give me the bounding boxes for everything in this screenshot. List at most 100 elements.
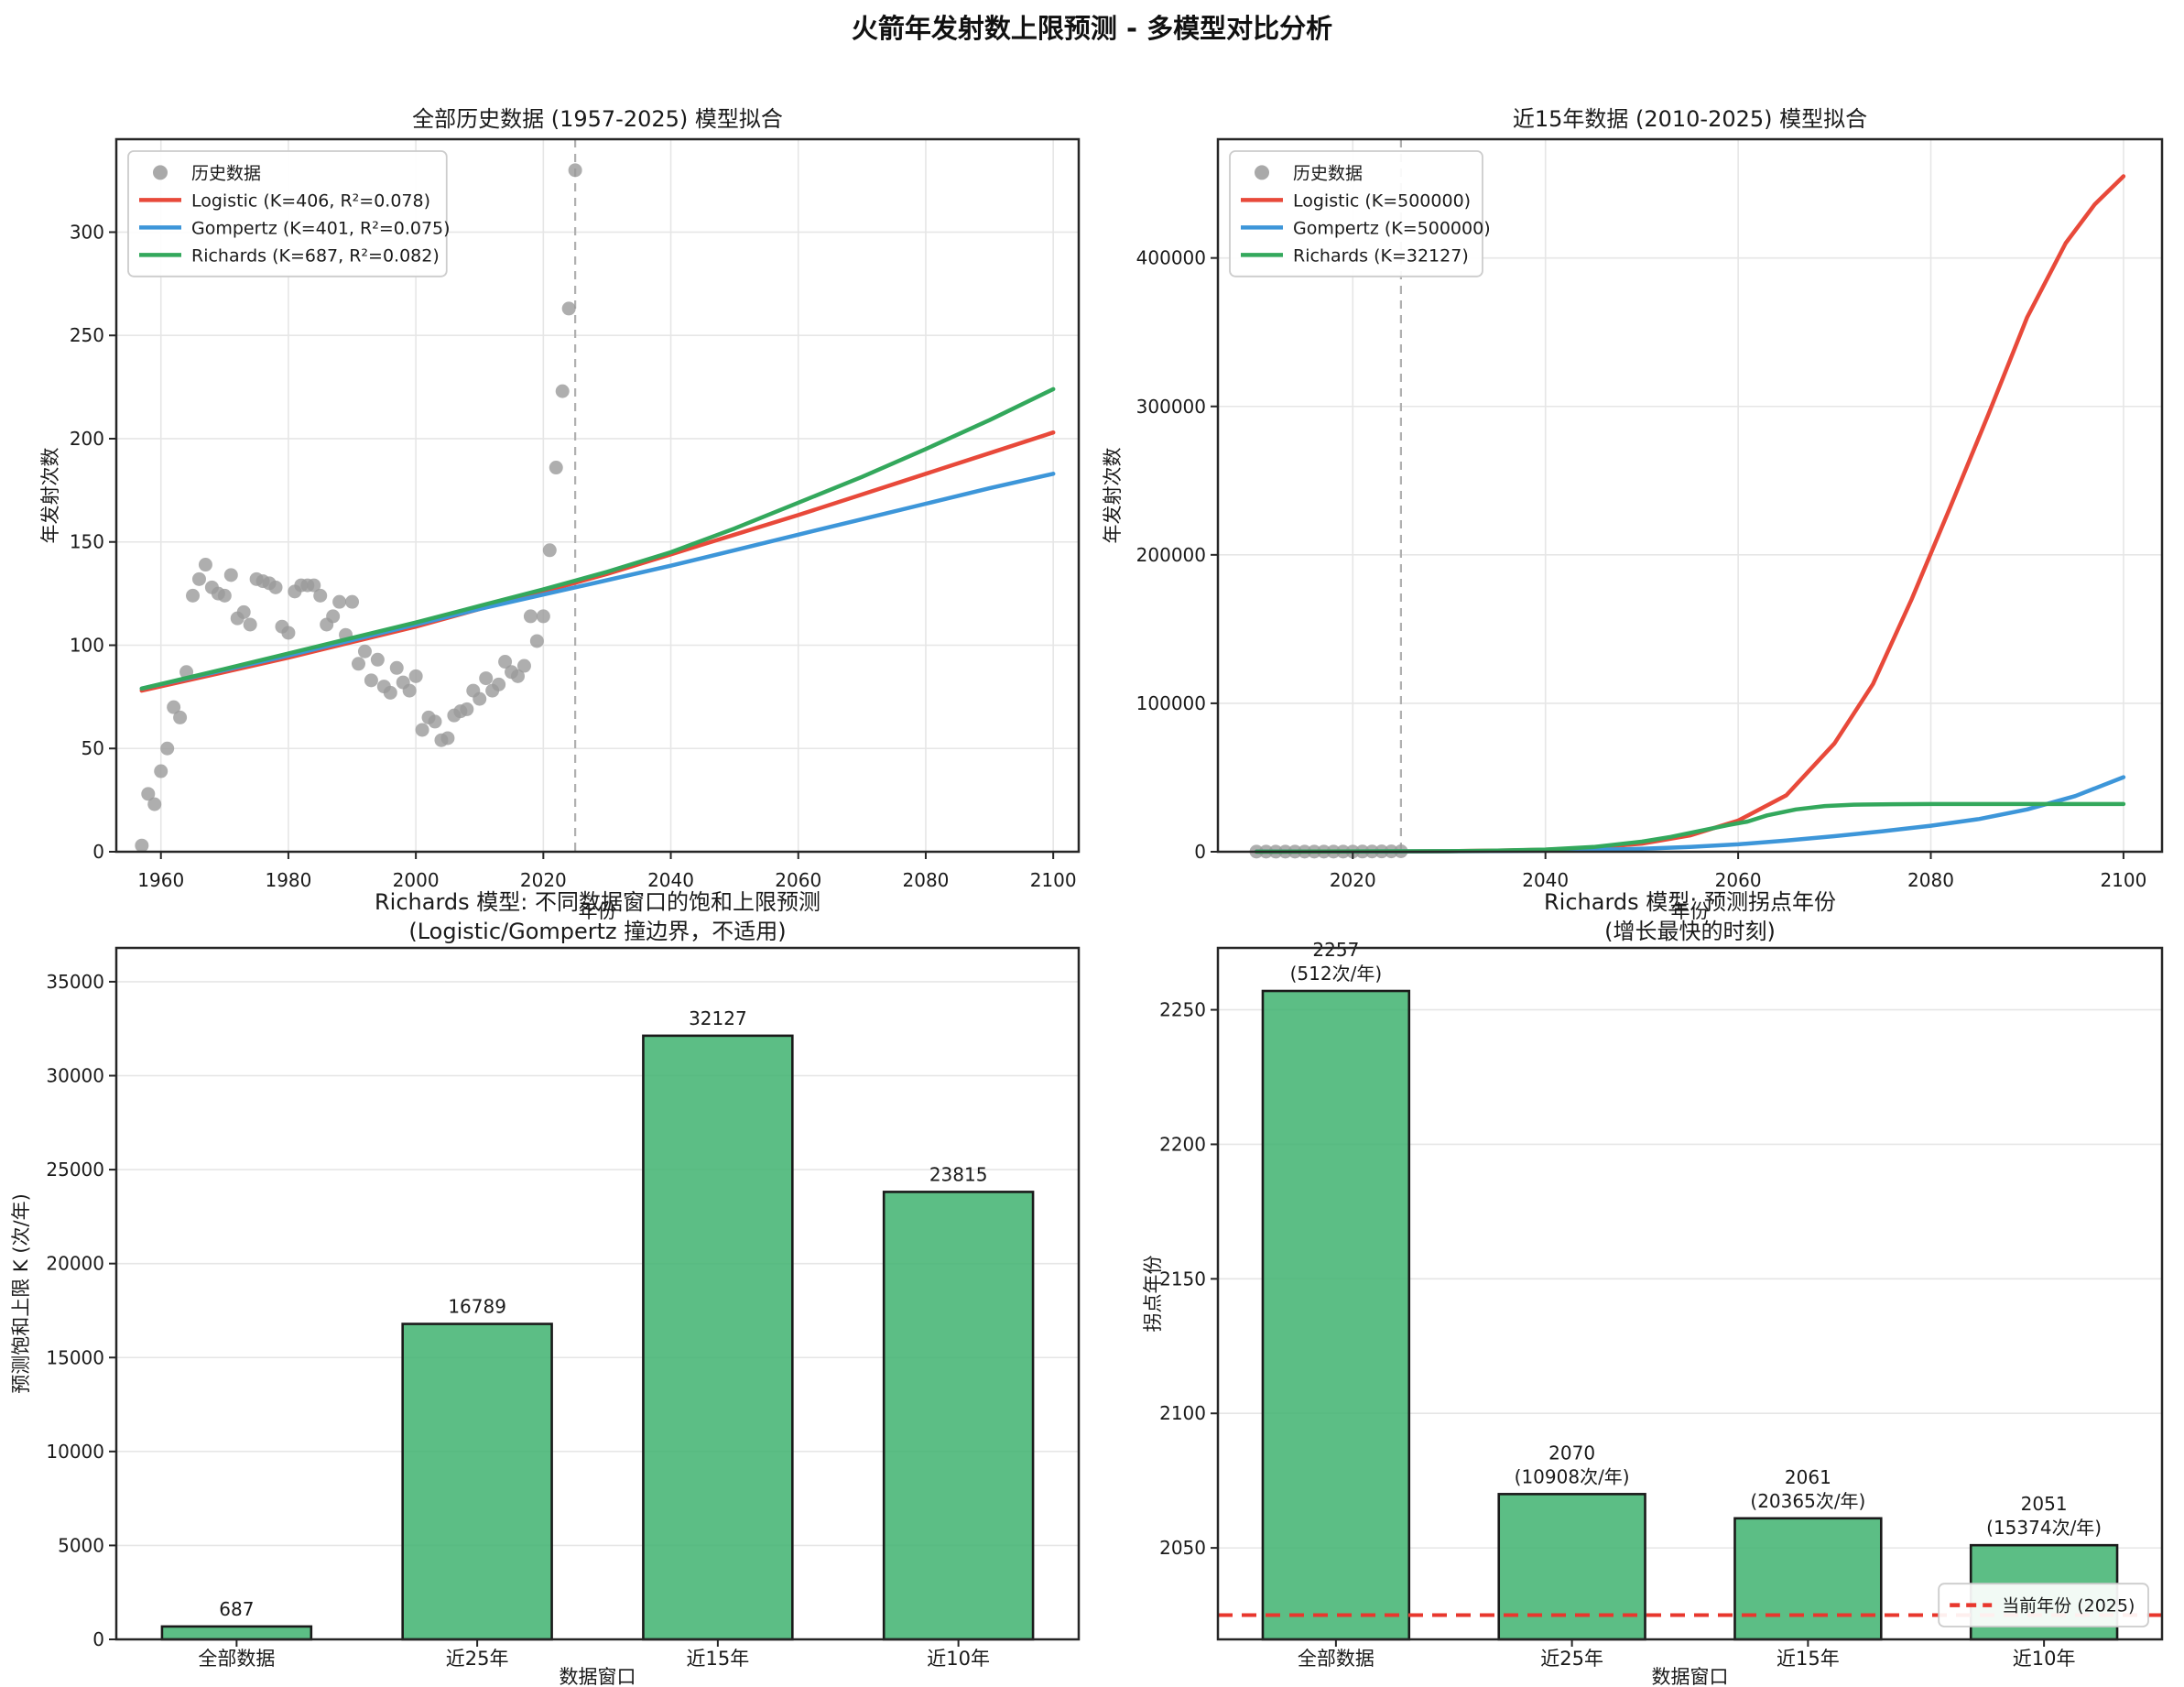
panel-fit-recent-15: 2020 2040 2060 2080 2100 0 100000 200000 300000 4…	[1102, 106, 2164, 922]
legend-label: Richards (K=32127)	[1293, 245, 1469, 266]
history-point	[498, 655, 513, 669]
series-line-logistic	[1254, 174, 2126, 854]
history-point	[147, 797, 162, 811]
y-axis-label: 年发射次数	[39, 448, 61, 544]
y-tick-label: 2150	[1159, 1268, 1206, 1290]
history-point	[370, 652, 385, 667]
bar-value-label: 2070	[1548, 1442, 1595, 1464]
bar-近15年	[642, 1034, 794, 1641]
bar-value-label: 23815	[929, 1163, 988, 1185]
x-axis-label: 年份	[1671, 900, 1710, 922]
bar-value-label: (10908次/年)	[1515, 1465, 1630, 1487]
bar-value-label: (15374次/年)	[1986, 1517, 2102, 1539]
x-tick-label: 2040	[647, 869, 694, 891]
series-line-richards	[139, 386, 1056, 691]
y-tick-label: 0	[1194, 841, 1206, 863]
history-point	[568, 163, 582, 178]
axes-frame	[1216, 137, 2164, 854]
history-point	[408, 669, 423, 683]
bar-近25年	[1497, 1493, 1646, 1641]
history-point	[523, 609, 538, 624]
history-point	[555, 384, 570, 398]
legend-box	[127, 150, 448, 278]
x-tick-label: 2100	[1030, 869, 1077, 891]
panel-fit-all-history: 1960 1980 2000 2020 2040 2060 2080 2100 0 50 100 15…	[39, 106, 1081, 922]
x-axis-label: 数据窗口	[1652, 1666, 1729, 1687]
y-tick-label: 50	[81, 737, 104, 759]
history-point	[243, 617, 257, 632]
y-axis-label: 年发射次数	[1102, 448, 1124, 544]
bar-value-label: 32127	[689, 1007, 747, 1029]
y-tick-label: 30000	[46, 1065, 104, 1087]
history-point	[173, 710, 188, 724]
y-tick-label: 200000	[1136, 544, 1206, 566]
legend: 历史数据 Logistic (K=500000) Gompertz (K=50000…	[1229, 150, 1491, 278]
history-point	[198, 558, 212, 572]
history-point	[223, 568, 238, 582]
y-tick-label: 400000	[1136, 247, 1206, 269]
history-point	[492, 677, 506, 691]
figure-title: 火箭年发射数上限预测 - 多模型对比分析	[851, 13, 1333, 44]
legend-label: Richards (K=687, R²=0.082)	[191, 245, 440, 266]
axes-frame	[1216, 946, 2164, 1641]
legend-marker-icon	[1255, 165, 1269, 180]
y-tick-label: 100000	[1136, 692, 1206, 714]
y-tick-label: 2250	[1159, 999, 1206, 1021]
history-point	[268, 580, 283, 594]
y-tick-label: 300000	[1136, 396, 1206, 418]
x-tick-label: 2040	[1522, 869, 1569, 891]
bar-value-label: 16789	[448, 1296, 506, 1318]
legend-label: Gompertz (K=500000)	[1293, 218, 1491, 238]
history-point	[345, 594, 360, 609]
history-point	[440, 731, 455, 746]
legend-label: Logistic (K=406, R²=0.078)	[191, 190, 430, 211]
scatter-历史数据	[1249, 844, 1408, 859]
y-tick-label: 25000	[46, 1159, 104, 1181]
history-point	[332, 594, 347, 609]
history-point	[415, 723, 429, 737]
panel-title: (Logistic/Gompertz 撞边界，不适用)	[408, 919, 786, 944]
y-tick-label: 2050	[1159, 1537, 1206, 1559]
legend-marker-icon	[153, 165, 168, 180]
history-point	[351, 657, 365, 671]
history-point	[135, 838, 149, 853]
history-point	[402, 683, 417, 698]
y-tick-label: 15000	[46, 1346, 104, 1368]
legend-box	[1229, 150, 1483, 278]
history-point	[186, 588, 201, 603]
history-point	[516, 658, 531, 673]
bar-近10年	[882, 1191, 1035, 1641]
history-point	[357, 644, 372, 658]
x-tick-label: 2000	[393, 869, 440, 891]
y-tick-label: 100	[70, 634, 104, 656]
y-tick-label: 150	[70, 531, 104, 553]
history-point	[479, 671, 494, 686]
history-point	[326, 609, 341, 624]
y-tick-label: 10000	[46, 1441, 104, 1463]
x-category-label: 近25年	[1540, 1648, 1603, 1670]
bar-近25年	[401, 1322, 553, 1641]
x-category-label: 近10年	[2013, 1648, 2076, 1670]
bar-近15年	[1733, 1517, 1883, 1641]
x-category-label: 全部数据	[198, 1648, 275, 1670]
history-point	[307, 578, 321, 593]
history-point	[529, 634, 544, 648]
panel-saturation-limits: 687 全部数据 16789 近25年 32127 近15年 23815 近10年 0 5000 1…	[10, 889, 1081, 1687]
history-point	[561, 301, 576, 316]
x-tick-label: 2060	[1715, 869, 1762, 891]
legend-label: 当前年份 (2025)	[2002, 1596, 2135, 1616]
x-axis-label: 年份	[579, 900, 617, 922]
history-point	[389, 660, 404, 675]
history-point	[217, 588, 232, 603]
x-tick-label: 2100	[2100, 869, 2146, 891]
x-tick-label: 1980	[265, 869, 311, 891]
history-point	[167, 700, 181, 714]
history-point	[141, 787, 156, 801]
series-line-logistic	[139, 430, 1056, 693]
panel-title: 全部历史数据 (1957-2025) 模型拟合	[412, 106, 783, 132]
bar-全部数据	[160, 1625, 313, 1641]
panel-title: Richards 模型: 不同数据窗口的饱和上限预测	[375, 889, 820, 915]
y-tick-label: 20000	[46, 1253, 104, 1275]
x-tick-label: 2020	[520, 869, 567, 891]
